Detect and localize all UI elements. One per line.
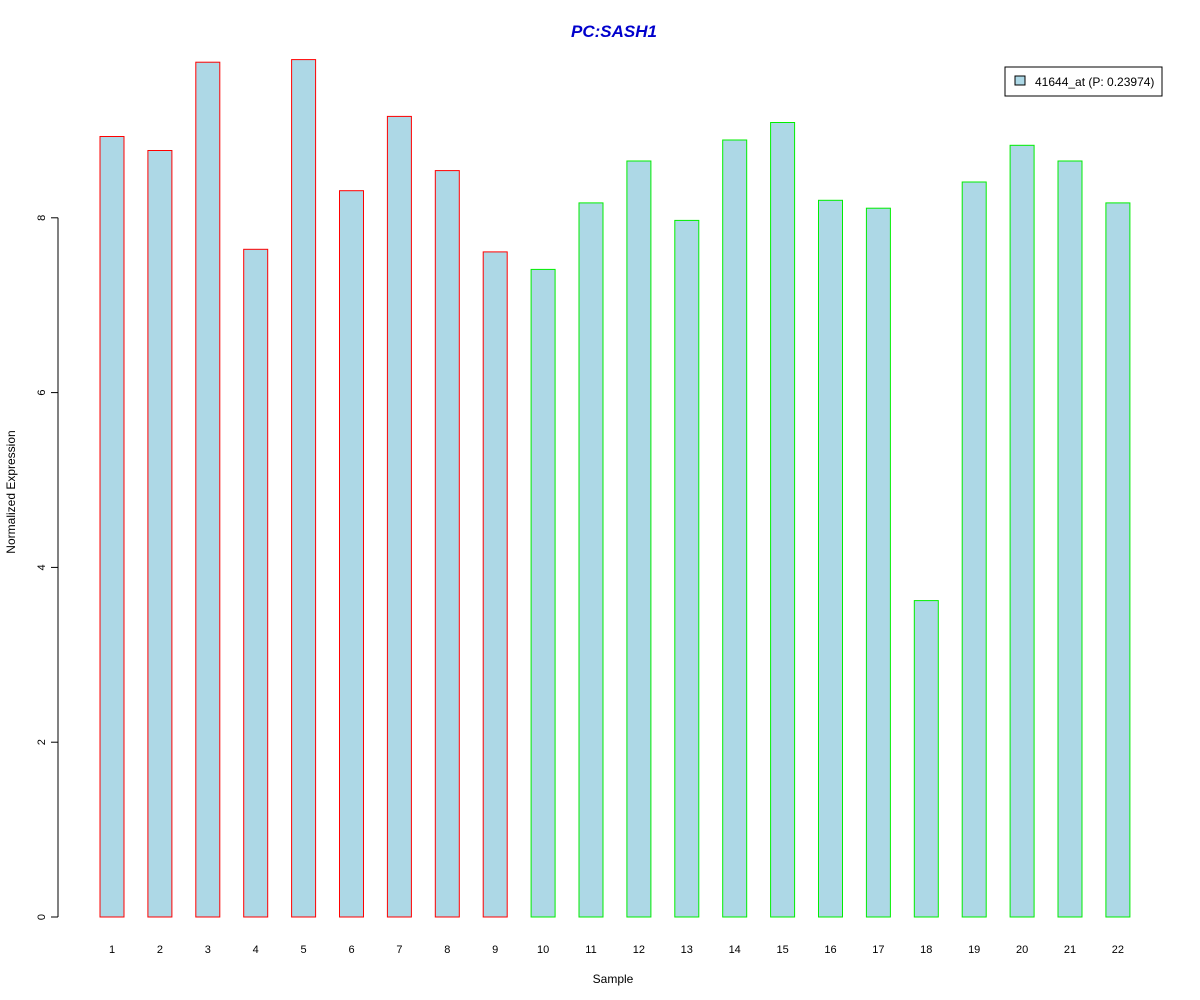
x-tick-label: 7 [396, 944, 402, 956]
bar-sample-6 [339, 190, 364, 918]
x-tick-label: 19 [968, 944, 980, 956]
x-tick-label: 20 [1016, 944, 1028, 956]
bar-sample-9 [482, 251, 508, 918]
x-tick-label: 21 [1064, 944, 1076, 956]
x-tick-label: 4 [253, 944, 259, 956]
chart-title: PC:SASH1 [571, 22, 657, 41]
bar-sample-7 [386, 115, 412, 918]
bar-sample-15 [770, 122, 796, 918]
bar-sample-1 [99, 136, 125, 918]
x-tick-label: 10 [537, 944, 549, 956]
x-tick-label: 8 [444, 944, 450, 956]
x-tick-label: 2 [157, 944, 163, 956]
bar-sample-11 [578, 202, 604, 918]
y-axis-label: Normalized Expression [4, 430, 18, 553]
x-tick-label: 3 [205, 944, 211, 956]
legend-swatch [1014, 75, 1026, 86]
x-tick-label: 14 [729, 944, 741, 956]
legend-label: 41644_at (P: 0.23974) [1035, 75, 1154, 89]
x-tick-label: 9 [492, 944, 498, 956]
y-tick-label: 6 [36, 390, 48, 396]
x-tick-label: 17 [872, 944, 884, 956]
x-tick-label: 15 [776, 944, 788, 956]
bar-sample-17 [865, 207, 891, 918]
y-tick-label: 4 [36, 564, 48, 570]
x-tick-label: 6 [348, 944, 354, 956]
x-tick-label: 18 [920, 944, 932, 956]
x-tick-label: 13 [681, 944, 693, 956]
y-tick-label: 2 [36, 739, 48, 745]
bar-sample-19 [961, 181, 987, 918]
bar-sample-16 [818, 199, 843, 918]
bar-sample-18 [913, 600, 939, 918]
y-tick-label: 8 [36, 215, 48, 221]
x-tick-label: 12 [633, 944, 645, 956]
y-axis: 0 2 4 6 8 [36, 215, 59, 920]
x-tick-label: 5 [301, 944, 307, 956]
x-tick-labels: 1 2 3 4 5 6 7 8 9 10 11 12 13 14 15 16 17 18 19 20 21 22 [109, 944, 1124, 956]
bar-sample-2 [147, 150, 173, 918]
bar-sample-14 [722, 139, 748, 918]
bars-group [99, 59, 1131, 918]
y-tick-label: 0 [36, 914, 48, 920]
bar-sample-13 [674, 219, 700, 918]
legend-box [1004, 66, 1163, 97]
x-tick-label: 1 [109, 944, 115, 956]
bar-sample-8 [434, 170, 460, 918]
bar-sample-4 [243, 248, 269, 918]
bar-sample-3 [195, 61, 221, 918]
legend: 41644_at (P: 0.23974) [1004, 66, 1163, 97]
x-axis-label: Sample [593, 972, 634, 986]
bar-sample-22 [1105, 202, 1131, 918]
x-tick-label: 11 [585, 944, 596, 956]
x-tick-label: 16 [824, 944, 836, 956]
bar-sample-21 [1057, 160, 1083, 918]
bar-sample-5 [291, 59, 317, 918]
bar-sample-10 [530, 268, 556, 918]
bar-sample-20 [1009, 144, 1035, 918]
x-tick-label: 22 [1112, 944, 1124, 956]
bar-sample-12 [626, 160, 652, 918]
